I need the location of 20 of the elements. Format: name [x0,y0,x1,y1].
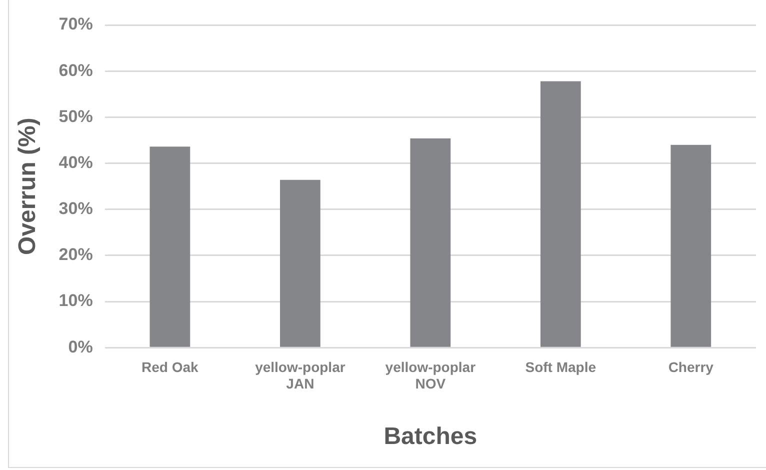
x-tick-label: yellow-poplar JAN [255,358,346,392]
y-tick-label: 70% [58,14,93,34]
y-tick-label: 30% [58,199,93,218]
y-tick-label: 60% [58,60,93,80]
x-tick-label: Soft Maple [525,358,596,375]
y-tick-label: 0% [68,337,93,356]
bar [670,144,712,347]
y-tick-label: 40% [58,152,93,172]
x-tick-label: Cherry [668,358,714,375]
x-tick-label: yellow-poplar NOV [385,358,476,392]
bar [280,180,320,347]
x-tick-label: Red Oak [142,358,199,375]
y-tick-label: 50% [58,106,93,126]
bar [150,146,190,347]
bar [540,81,581,347]
x-axis-title: Batches [384,423,478,450]
y-tick-label: 10% [58,291,93,310]
y-tick-label: 20% [58,245,93,264]
bar [410,138,451,347]
y-axis-title: Overrun (%) [14,118,42,255]
